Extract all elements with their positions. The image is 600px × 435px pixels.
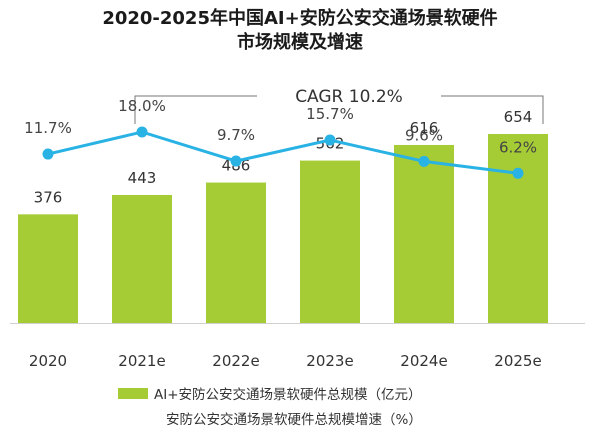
bar-value-label-2021e: 443 [128, 169, 157, 187]
bar-2021e [112, 194, 172, 323]
growth-value-label-2020: 11.7% [24, 119, 72, 137]
growth-point-2023e [324, 134, 336, 146]
chart-title-line2: 市场规模及增速 [237, 32, 363, 53]
bar-2022e [206, 182, 266, 323]
growth-point-2025e [512, 167, 524, 179]
x-tick-2025e: 2025e [494, 352, 541, 370]
growth-point-2021e [136, 126, 148, 138]
x-tick-2022e: 2022e [212, 352, 259, 370]
growth-value-label-2022e: 9.7% [217, 126, 255, 144]
bar-series [18, 133, 548, 323]
bar-2020 [18, 214, 78, 323]
x-tick-2023e: 2023e [306, 352, 353, 370]
x-tick-2024e: 2024e [400, 352, 447, 370]
growth-point-2020 [42, 148, 54, 160]
cagr-bracket-left [134, 95, 257, 124]
bar-2023e [300, 160, 360, 323]
growth-point-2022e [230, 155, 242, 167]
growth-series [42, 126, 524, 179]
x-axis-tick-labels: 2020 2021e 2022e 2023e 2024e 2025e [29, 352, 542, 370]
bar-value-labels: 376443486562616654 [34, 108, 533, 206]
growth-value-label-2025e: 6.2% [499, 138, 537, 156]
growth-line [47, 130, 519, 175]
bar-value-label-2025e: 654 [504, 108, 533, 126]
growth-value-labels: 11.7% 18.0% 9.7% 15.7% 9.6% 6.2% [24, 97, 537, 156]
growth-value-label-2024e: 9.6% [405, 126, 443, 144]
cagr-bracket [134, 95, 544, 124]
x-tick-2020: 2020 [29, 352, 67, 370]
legend-bar-swatch [118, 388, 148, 399]
growth-point-2024e [418, 155, 430, 167]
growth-value-label-2023e: 15.7% [306, 105, 354, 123]
growth-value-label-2021e: 18.0% [118, 97, 166, 115]
x-tick-2021e: 2021e [118, 352, 165, 370]
legend: AI+安防公安交通场景软硬件总规模（亿元） 安防公安交通场景软硬件总规模增速（%… [118, 386, 422, 428]
bar-value-label-2024e: 616 [410, 119, 439, 137]
legend-line-label: 安防公安交通场景软硬件总规模增速（%） [166, 411, 422, 428]
cagr-bracket-right [441, 95, 544, 124]
chart-title-line1: 2020-2025年中国AI+安防公安交通场景软硬件 [102, 8, 498, 29]
bar-2024e [394, 144, 454, 323]
legend-bar-label: AI+安防公安交通场景软硬件总规模（亿元） [154, 386, 422, 403]
bar-2025e [488, 133, 548, 323]
cagr-label: CAGR 10.2% [295, 87, 403, 107]
bar-value-label-2020: 376 [34, 188, 63, 206]
